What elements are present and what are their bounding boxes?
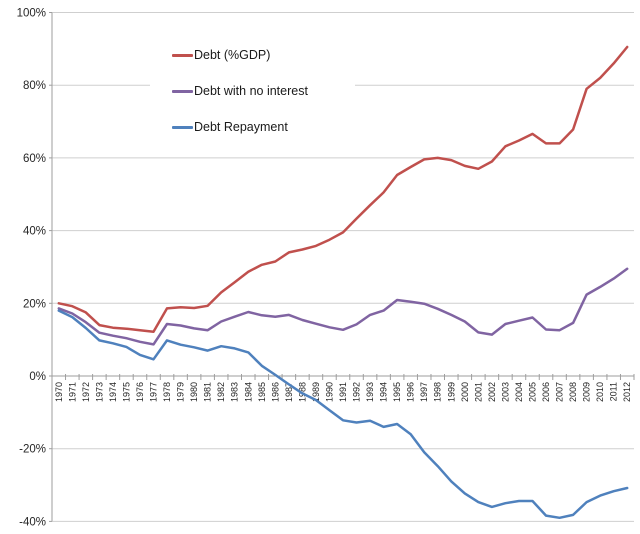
- y-axis-label: 60%: [23, 153, 46, 165]
- legend-line-swatch-debt-repayment-icon: [172, 125, 193, 129]
- x-axis-label: 1999: [446, 382, 456, 402]
- legend-item-debt-gdp: Debt (%GDP): [172, 46, 355, 64]
- x-axis-label: 1975: [121, 382, 131, 402]
- y-axis-label: 100%: [17, 8, 46, 20]
- x-axis-label: 1978: [162, 382, 172, 402]
- legend-label-debt-no-interest: Debt with no interest: [194, 84, 308, 98]
- x-axis-label: 2004: [514, 382, 524, 402]
- x-axis-label: 1979: [176, 382, 186, 402]
- x-axis-label: 1972: [81, 382, 91, 402]
- x-axis-label: 1977: [149, 382, 159, 402]
- x-axis-label: 1982: [216, 382, 226, 402]
- x-axis-label: 1986: [270, 382, 280, 402]
- x-axis-label: 1996: [406, 382, 416, 402]
- x-axis-label: 2007: [555, 382, 565, 402]
- chart-legend: Debt (%GDP) Debt with no interest Debt R…: [150, 38, 355, 154]
- x-axis-label: 1974: [108, 382, 118, 402]
- x-axis-label: 1981: [203, 382, 213, 402]
- x-axis-label: 1990: [324, 382, 334, 402]
- x-axis-label: 2011: [609, 382, 619, 401]
- x-axis-label: 2005: [527, 382, 537, 402]
- legend-item-debt-repayment: Debt Repayment: [172, 118, 355, 136]
- y-axis-label: 20%: [23, 298, 46, 310]
- x-axis-label: 2008: [568, 382, 578, 402]
- x-axis-label: 1973: [94, 382, 104, 402]
- x-axis-label: 1970: [54, 382, 64, 402]
- x-axis-label: 1997: [419, 382, 429, 402]
- y-axis-label: -40%: [19, 516, 46, 528]
- legend-line-swatch-debt-gdp-icon: [172, 53, 193, 57]
- x-axis-label: 2001: [473, 382, 483, 402]
- x-axis-label: 1987: [284, 382, 294, 402]
- legend-label-debt-repayment: Debt Repayment: [194, 120, 288, 134]
- x-axis-label: 2010: [595, 382, 605, 402]
- x-axis-label: 1989: [311, 382, 321, 402]
- y-axis-label: 80%: [23, 80, 46, 92]
- legend-line-swatch-debt-no-interest-icon: [172, 89, 193, 93]
- x-axis-label: 2009: [582, 382, 592, 402]
- x-axis-label: 1984: [243, 382, 253, 402]
- x-axis-label: 1992: [352, 382, 362, 402]
- series-line-debt-gdp: [57, 45, 629, 333]
- x-axis-label: 2012: [622, 382, 632, 402]
- x-axis-label: 1991: [338, 382, 348, 402]
- x-axis-label: 1994: [379, 382, 389, 402]
- x-axis-label: 1985: [257, 382, 267, 402]
- x-axis-label: 1983: [230, 382, 240, 402]
- series-line-debt-repayment: [57, 309, 629, 520]
- y-axis-label: 0%: [29, 371, 46, 383]
- x-axis-label: 1998: [433, 382, 443, 402]
- x-axis-label: 1993: [365, 382, 375, 402]
- x-axis-label: 1995: [392, 382, 402, 402]
- legend-label-debt-gdp: Debt (%GDP): [194, 48, 271, 62]
- x-axis-label: 1976: [135, 382, 145, 402]
- x-axis-label: 2000: [460, 382, 470, 402]
- x-axis-label: 2003: [500, 382, 510, 402]
- x-axis-label: 2006: [541, 382, 551, 402]
- y-axis-label: 40%: [23, 226, 46, 238]
- x-axis-label: 1980: [189, 382, 199, 402]
- y-axis-label: -20%: [19, 444, 46, 456]
- x-axis-label: 1971: [67, 382, 77, 402]
- x-axis-label: 2002: [487, 382, 497, 402]
- series-line-debt-with-no-interest: [57, 267, 629, 346]
- legend-item-debt-no-interest: Debt with no interest: [172, 82, 355, 100]
